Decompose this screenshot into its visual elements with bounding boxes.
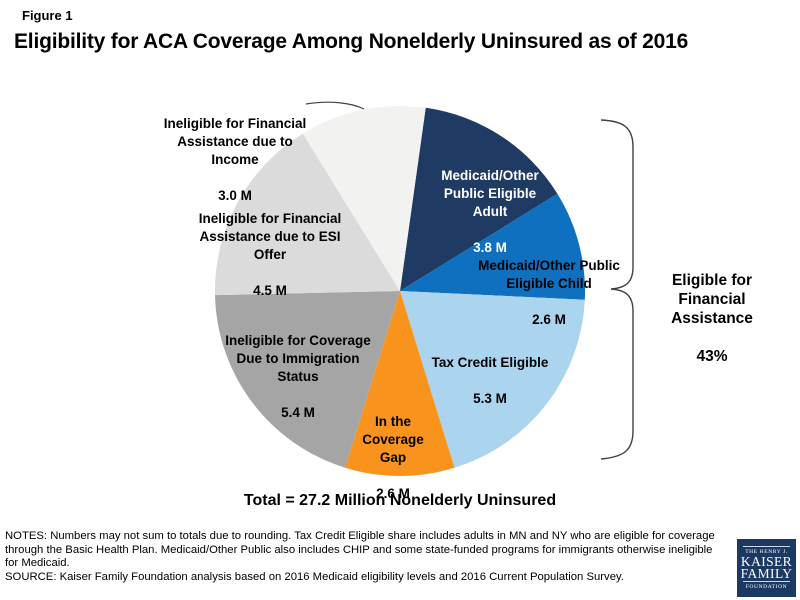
- slice-value: 3.8 M: [473, 240, 507, 255]
- annotation-value: 43%: [696, 348, 728, 365]
- pie-slice-4: [215, 291, 400, 468]
- logo-line-henry: THE HENRY J.: [745, 549, 788, 555]
- slice-label-text: Ineligible for Financial Assistance due …: [198, 211, 342, 262]
- slice-value: 5.3 M: [473, 391, 507, 406]
- pie-slices-group: [214, 106, 586, 477]
- logo-rule-top: [743, 546, 790, 547]
- kff-logo: THE HENRY J. KAISER FAMILY FOUNDATION: [737, 539, 796, 597]
- slice-value: 2.6 M: [376, 486, 410, 501]
- notes-text: NOTES: Numbers may not sum to totals due…: [5, 530, 715, 570]
- income-label-leader-line: [305, 101, 365, 110]
- logo-line-foundation: FOUNDATION: [745, 584, 788, 590]
- slice-label-tax-credit: Tax Credit Eligible 5.3 M: [410, 336, 570, 426]
- slice-label-text: Tax Credit Eligible: [431, 355, 549, 370]
- logo-rule-bottom: [743, 581, 790, 582]
- slice-label-text: Ineligible for Financial Assistance due …: [163, 116, 307, 167]
- logo-line-kaiser: KAISER: [740, 554, 793, 569]
- slice-label-coverage-gap: In the Coverage Gap 2.6 M: [343, 395, 443, 521]
- total-label: Total = 27.2 Million Nonelderly Uninsure…: [243, 492, 557, 509]
- slice-value: 5.4 M: [281, 405, 315, 420]
- slice-value: 4.5 M: [253, 283, 287, 298]
- slice-label-text: Ineligible for Coverage Due to Immigrati…: [225, 333, 371, 384]
- pie-slice-6: [302, 106, 426, 291]
- slice-label-text: Medicaid/Other Public Eligible Adult: [441, 168, 539, 219]
- slice-label-text: In the Coverage Gap: [362, 414, 424, 465]
- slice-value: 2.6 M: [532, 312, 566, 327]
- slice-value: 3.0 M: [218, 188, 252, 203]
- slice-label-income: Ineligible for Financial Assistance due …: [150, 97, 320, 223]
- pie-slice-0: [400, 107, 558, 291]
- annotation-label: Eligible for Financial Assistance: [671, 272, 753, 327]
- logo-line-family: FAMILY: [740, 566, 793, 581]
- chart-title: Eligibility for ACA Coverage Among Nonel…: [14, 30, 689, 53]
- slice-label-medicaid-child: Medicaid/Other Public Eligible Child 2.6…: [459, 239, 639, 347]
- figure-label: Figure 1: [22, 8, 73, 23]
- pie-slice-2: [400, 291, 585, 468]
- pie-slice-5: [214, 133, 400, 296]
- pie-slice-1: [400, 193, 586, 300]
- footer-notes-block: NOTES: Numbers may not sum to totals due…: [5, 530, 723, 584]
- source-text: SOURCE: Kaiser Family Foundation analysi…: [5, 570, 624, 583]
- slice-label-immigration: Ineligible for Coverage Due to Immigrati…: [213, 314, 383, 440]
- slice-label-medicaid-adult: Medicaid/Other Public Eligible Adult 3.8…: [420, 149, 560, 275]
- pie-slice-3: [345, 291, 455, 477]
- eligible-annotation: Eligible for Financial Assistance 43%: [637, 252, 787, 385]
- eligible-bracket: [600, 119, 634, 460]
- slice-label-esi-offer: Ineligible for Financial Assistance due …: [185, 192, 355, 318]
- slice-label-text: Medicaid/Other Public Eligible Child: [478, 258, 620, 291]
